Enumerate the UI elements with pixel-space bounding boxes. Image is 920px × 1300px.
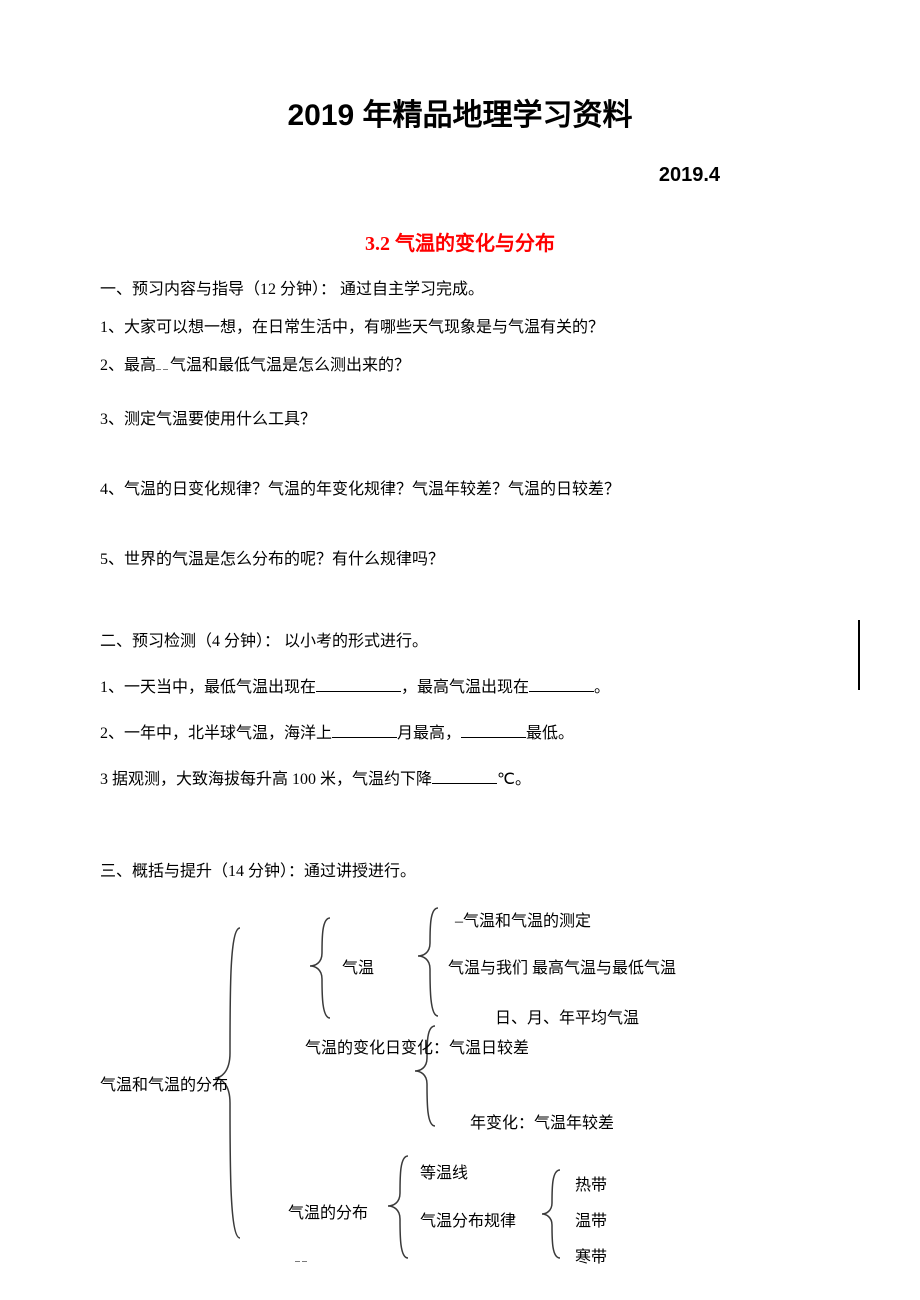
s2-q3-b: ℃。 (497, 771, 531, 788)
s1-q4: 4、气温的日变化规律？气温的年变化规律？气温年较差？气温的日较差？ (100, 474, 820, 506)
s2-q1: 1、一天当中，最低气温出现在 ，最高气温出现在 。 (100, 672, 820, 704)
d-n1-2: 气温与我们 最高气温与最低气温 (448, 953, 676, 985)
s1-q2-a: 2、最高 (100, 357, 156, 374)
d-n2-1: 年变化：气温年较差 (470, 1108, 614, 1140)
dotted-marker (156, 350, 170, 382)
s2-q2-b: 月最高， (397, 725, 461, 742)
blank-field[interactable] (461, 721, 526, 738)
d-n3-2-3: 寒带 (575, 1242, 607, 1274)
d-n3-1: 等温线 (420, 1158, 468, 1190)
main-title: 2019 年精品地理学习资料 (100, 90, 820, 134)
d-n1: 气温 (342, 953, 374, 985)
d-root: 气温和气温的分布 (100, 1070, 228, 1102)
blank-field[interactable] (316, 675, 401, 692)
d-n1-1: –气温和气温的测定 (455, 906, 591, 938)
s2-q3: 3 据观测，大致海拔每升高 100 米，气温约下降 ℃。 (100, 764, 820, 796)
blank-field[interactable] (432, 767, 497, 784)
page: 2019 年精品地理学习资料 2019.4 3.2 气温的变化与分布 一、预习内… (0, 0, 920, 1300)
d-n3-2-1: 热带 (575, 1170, 607, 1202)
d-n3: 气温的分布 (288, 1198, 368, 1230)
s2-q2-c: 最低。 (526, 725, 574, 742)
d-n3-2: 气温分布规律 (420, 1206, 516, 1238)
s1-q5: 5、世界的气温是怎么分布的呢？有什么规律吗？ (100, 544, 820, 576)
s2-q1-b: ，最高气温出现在 (401, 679, 529, 696)
s1-q3: 3、测定气温要使用什么工具？ (100, 404, 820, 436)
s1-heading: 一、预习内容与指导（12 分钟）： 通过自主学习完成。 (100, 274, 820, 306)
dotted-accent (295, 1242, 309, 1274)
d-n2: 气温的变化日变化：气温日较差 (305, 1033, 529, 1065)
s3-heading: 三、概括与提升（14 分钟）：通过讲授进行。 (100, 856, 820, 888)
date-line: 2019.4 (100, 164, 820, 187)
d-n3-2-2: 温带 (575, 1206, 607, 1238)
s2-heading: 二、预习检测（4 分钟）： 以小考的形式进行。 (100, 626, 820, 658)
concept-diagram: 气温和气温的分布 气温 –气温和气温的测定 气温与我们 最高气温与最低气温 日、… (100, 898, 820, 1288)
s2-q2: 2、一年中，北半球气温，海洋上 月最高， 最低。 (100, 718, 820, 750)
s2-q1-c: 。 (594, 679, 610, 696)
body-text: 一、预习内容与指导（12 分钟）： 通过自主学习完成。 1、大家可以想一想，在日… (100, 274, 820, 1288)
s1-q2-b: 气温和最低气温是怎么测出来的？ (170, 357, 410, 374)
blank-field[interactable] (332, 721, 397, 738)
s2-q2-a: 2、一年中，北半球气温，海洋上 (100, 725, 332, 742)
d-n1-3: 日、月、年平均气温 (495, 1003, 639, 1035)
right-margin-rule (858, 620, 860, 690)
sub-title: 3.2 气温的变化与分布 (100, 227, 820, 256)
s2-q3-a: 3 据观测，大致海拔每升高 100 米，气温约下降 (100, 771, 432, 788)
s1-q1: 1、大家可以想一想，在日常生活中，有哪些天气现象是与气温有关的？ (100, 312, 820, 344)
s1-q2: 2、最高气温和最低气温是怎么测出来的？ (100, 350, 820, 382)
blank-field[interactable] (529, 675, 594, 692)
s2-q1-a: 1、一天当中，最低气温出现在 (100, 679, 316, 696)
